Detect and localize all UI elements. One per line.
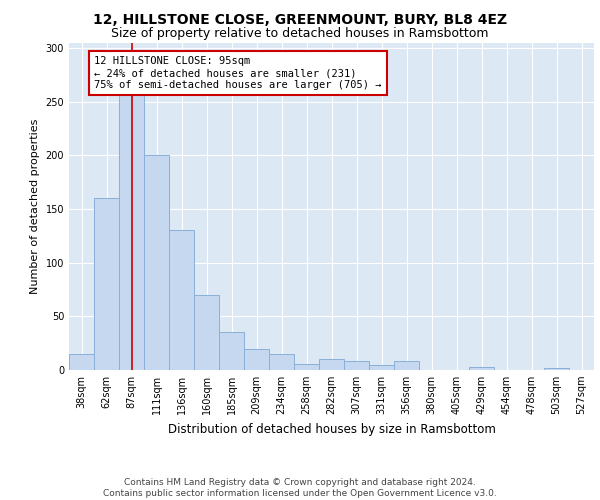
Y-axis label: Number of detached properties: Number of detached properties [30, 118, 40, 294]
Bar [319, 360, 344, 370]
Text: 12 HILLSTONE CLOSE: 95sqm
← 24% of detached houses are smaller (231)
75% of semi: 12 HILLSTONE CLOSE: 95sqm ← 24% of detac… [94, 56, 382, 90]
Bar [294, 364, 319, 370]
Bar [119, 58, 144, 370]
Bar [269, 354, 294, 370]
Bar [144, 155, 169, 370]
Bar [169, 230, 194, 370]
Bar [244, 348, 269, 370]
X-axis label: Distribution of detached houses by size in Ramsbottom: Distribution of detached houses by size … [167, 422, 496, 436]
Bar [469, 367, 494, 370]
Bar [544, 368, 569, 370]
Text: Contains HM Land Registry data © Crown copyright and database right 2024.
Contai: Contains HM Land Registry data © Crown c… [103, 478, 497, 498]
Bar [369, 364, 394, 370]
Bar [94, 198, 119, 370]
Bar [194, 295, 219, 370]
Text: Size of property relative to detached houses in Ramsbottom: Size of property relative to detached ho… [111, 28, 489, 40]
Bar [394, 362, 419, 370]
Bar [219, 332, 244, 370]
Bar [344, 362, 369, 370]
Text: 12, HILLSTONE CLOSE, GREENMOUNT, BURY, BL8 4EZ: 12, HILLSTONE CLOSE, GREENMOUNT, BURY, B… [93, 12, 507, 26]
Bar [69, 354, 94, 370]
